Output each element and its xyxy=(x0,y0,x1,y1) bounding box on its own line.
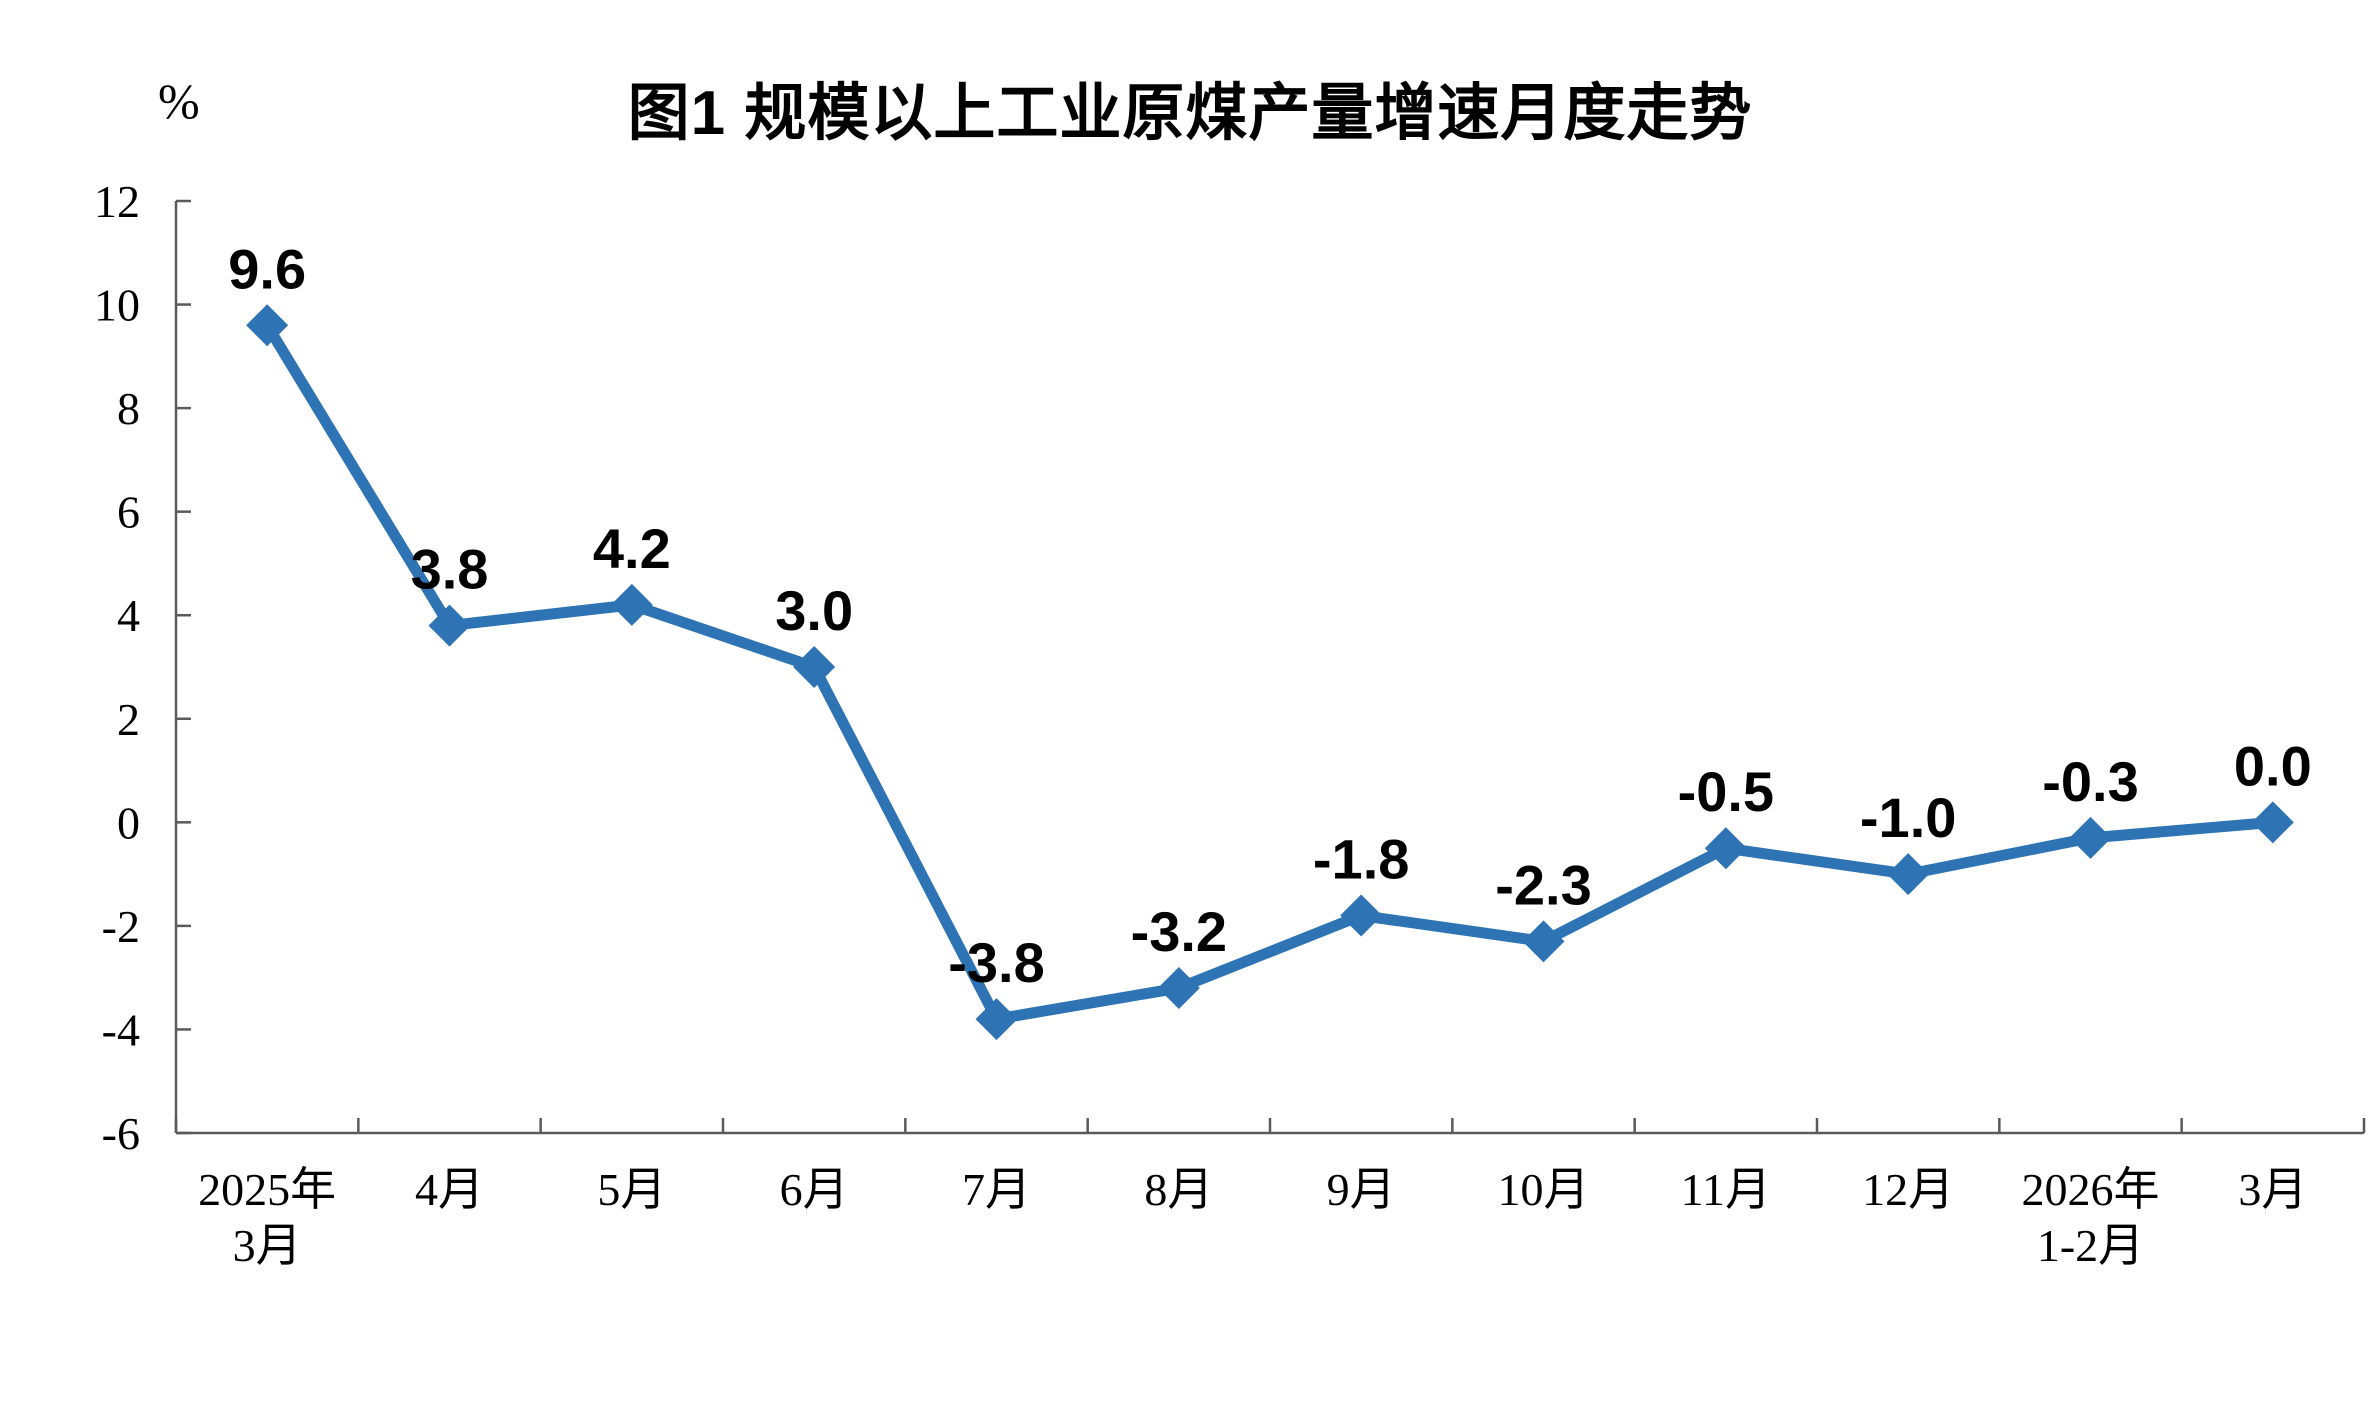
data-point-label: 3.8 xyxy=(411,538,489,601)
data-point-label: -0.5 xyxy=(1678,760,1775,823)
data-point-label: -1.0 xyxy=(1860,786,1957,849)
y-tick-label: 2 xyxy=(117,694,140,745)
data-point-marker xyxy=(428,604,471,647)
data-point-label: 3.0 xyxy=(775,579,853,642)
data-point-label: 9.6 xyxy=(228,237,306,300)
data-point-label: -2.3 xyxy=(1495,853,1592,916)
x-axis-label: 10月 xyxy=(1498,1164,1590,1215)
y-tick-label: -2 xyxy=(102,901,140,952)
data-point-marker xyxy=(975,998,1018,1041)
data-point-marker xyxy=(1887,853,1930,896)
y-tick-label: -6 xyxy=(102,1108,140,1159)
data-point-marker xyxy=(793,646,836,688)
x-axis-label: 8月 xyxy=(1144,1164,1213,1215)
data-point-marker xyxy=(1157,967,1200,1010)
data-point-marker xyxy=(2069,816,2112,859)
y-tick-label: 12 xyxy=(94,176,140,227)
y-tick-label: -4 xyxy=(102,1004,140,1055)
data-point-marker xyxy=(246,304,289,347)
data-point-label: 4.2 xyxy=(593,517,671,580)
data-point-label: 0.0 xyxy=(2234,734,2312,797)
chart-title: 图1 规模以上工业原煤产量增速月度走势 xyxy=(627,79,1753,148)
x-axis-label: 12月 xyxy=(1862,1164,1954,1215)
x-axis-label: 6月 xyxy=(780,1164,849,1215)
x-axis-label: 5月 xyxy=(597,1164,666,1215)
x-axis-label: 11月 xyxy=(1681,1164,1771,1215)
x-axis-label: 4月 xyxy=(415,1164,484,1215)
data-point-marker xyxy=(1340,894,1383,937)
data-point-label: -1.8 xyxy=(1313,828,1410,891)
x-axis-label: 2025年 xyxy=(198,1164,336,1215)
y-tick-label: 10 xyxy=(94,280,140,331)
data-point-label: -0.3 xyxy=(2042,750,2139,813)
y-tick-label: 8 xyxy=(117,383,140,434)
data-point-label: -3.8 xyxy=(948,931,1045,994)
data-point-marker xyxy=(610,583,653,626)
x-axis-label: 3月 xyxy=(233,1220,302,1271)
data-point-marker xyxy=(1704,827,1747,870)
data-point-marker xyxy=(1522,920,1565,963)
y-tick-label: 0 xyxy=(117,797,140,848)
y-tick-label: 4 xyxy=(117,590,140,641)
x-axis-label: 9月 xyxy=(1327,1164,1396,1215)
data-point-marker xyxy=(2251,801,2294,844)
y-axis-unit-label: % xyxy=(158,73,200,129)
x-axis-label: 2026年 xyxy=(2022,1164,2160,1215)
data-point-label: -3.2 xyxy=(1131,900,1228,963)
y-tick-label: 6 xyxy=(117,487,140,538)
x-axis-label: 7月 xyxy=(962,1164,1031,1215)
x-axis-label: 3月 xyxy=(2238,1164,2307,1215)
trend-line xyxy=(261,319,2279,1025)
x-axis-label: 1-2月 xyxy=(2037,1220,2144,1271)
